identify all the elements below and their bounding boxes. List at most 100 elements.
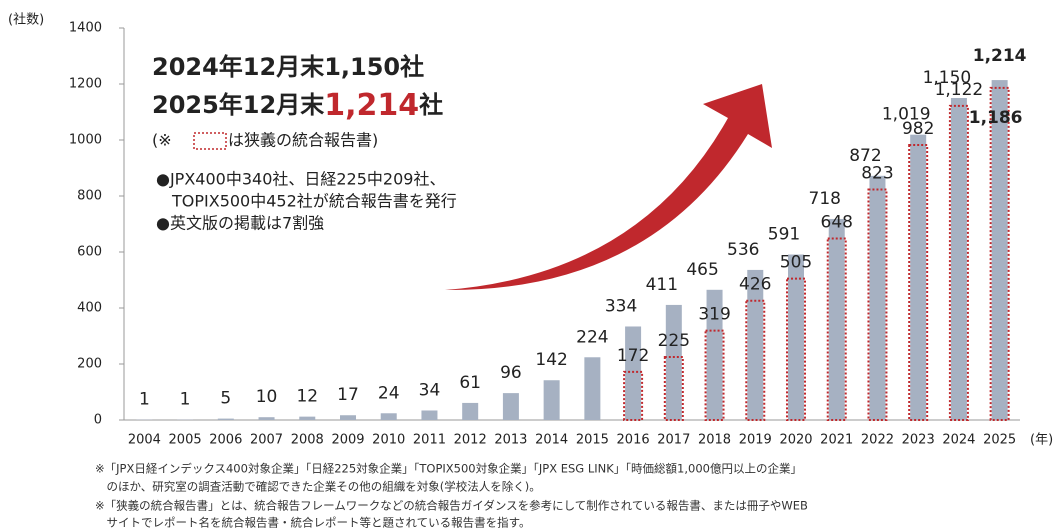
y-tick-label: 1000 — [69, 133, 102, 148]
value-label: 319 — [698, 305, 730, 325]
bar — [950, 98, 967, 420]
x-tick-label: 2006 — [209, 433, 242, 448]
bullet: TOPIX500中452社が統合報告書を発行 — [171, 192, 457, 211]
x-tick-label: 2023 — [902, 433, 935, 448]
bar — [380, 413, 397, 420]
footnote: ※「JPX日経インデックス400対象企業」「日経225対象企業」「TOPIX50… — [95, 462, 802, 476]
value-label: 872 — [849, 146, 881, 166]
value-label: 982 — [902, 119, 934, 139]
x-tick-label: 2010 — [372, 433, 405, 448]
value-label: 10 — [256, 387, 278, 407]
bar — [706, 289, 723, 420]
narrow-bar — [745, 299, 766, 421]
narrow-bar — [989, 86, 1010, 421]
bar — [584, 357, 601, 420]
value-label: 591 — [768, 225, 800, 245]
x-tick-label: 2007 — [250, 433, 283, 448]
x-tick-label: 2020 — [779, 433, 812, 448]
bullet: ●英文版の掲載は7割強 — [156, 214, 324, 233]
x-tick-label: 2018 — [698, 433, 731, 448]
legend-note: は狭義の統合報告書) — [228, 131, 378, 150]
x-tick-label: 2009 — [331, 433, 364, 448]
y-tick-label: 600 — [77, 245, 102, 260]
footnote: サイトでレポート名を統合報告書・統合レポート等と題されている報告書を指す。 — [95, 516, 531, 529]
value-label: 536 — [727, 240, 759, 260]
narrow-bar — [663, 356, 684, 421]
bar — [788, 254, 804, 420]
x-tick-label: 2008 — [291, 433, 324, 448]
x-tick-label: 2016 — [617, 433, 650, 448]
bar — [747, 269, 764, 420]
value-label: 1,019 — [882, 105, 931, 125]
x-tick-label: 2004 — [128, 433, 161, 448]
value-label: 426 — [739, 275, 771, 295]
bar — [462, 402, 479, 420]
value-label: 142 — [535, 350, 567, 370]
x-tick-label: 2022 — [861, 433, 894, 448]
x-tick-label: 2012 — [454, 433, 487, 448]
y-axis-label: (社数) — [8, 12, 44, 28]
value-label: 1 — [180, 390, 191, 410]
x-tick-label: 2011 — [413, 433, 446, 448]
annotation-text: 2025年12月末 — [152, 91, 325, 119]
narrow-bar — [948, 104, 969, 421]
value-label: 224 — [576, 327, 608, 347]
footnote: ※「狭義の統合報告書」とは、統合報告フレームワークなどの統合報告ガイダンスを参考… — [95, 499, 808, 513]
x-tick-label: 2014 — [535, 433, 568, 448]
narrow-bar — [786, 277, 806, 421]
x-tick-label: 2013 — [494, 433, 527, 448]
narrow-bar — [826, 237, 847, 421]
value-label: 12 — [296, 387, 318, 407]
value-label: 225 — [658, 331, 690, 351]
x-tick-label: 2017 — [657, 433, 690, 448]
bar — [543, 380, 560, 420]
narrow-bar — [623, 370, 644, 421]
footnote: のほか、研究室の調査活動で確認できた企業その他の組織を対象(学校法人を除く)。 — [95, 480, 541, 494]
bar — [421, 410, 438, 420]
value-label: 1,150 — [923, 68, 972, 88]
value-label: 648 — [821, 213, 853, 233]
value-label: 5 — [220, 389, 231, 409]
value-label: 96 — [500, 363, 522, 383]
value-label: 718 — [809, 189, 841, 209]
y-tick-label: 1400 — [69, 21, 102, 36]
bar — [665, 304, 682, 420]
annotation-highlight: 1,214 — [324, 88, 419, 123]
value-label: 34 — [419, 380, 441, 400]
value-label: 823 — [861, 164, 893, 184]
y-tick-label: 800 — [77, 189, 102, 204]
y-tick-label: 0 — [94, 413, 102, 428]
value-label: 1,214 — [973, 46, 1027, 66]
bullet: ●JPX400中340社、日経225中209社、 — [156, 170, 445, 189]
value-label: 411 — [646, 275, 678, 295]
bar — [991, 80, 1008, 420]
bar — [217, 418, 234, 420]
narrow-bar — [704, 329, 725, 421]
bar — [869, 175, 886, 420]
value-label: 1 — [139, 390, 150, 410]
bar — [910, 134, 927, 420]
value-label: 505 — [780, 253, 812, 273]
annotation-line2: 2025年12月末1,214社 — [152, 88, 443, 123]
bar — [828, 218, 845, 420]
value-label: 24 — [378, 383, 400, 403]
value-label: 1,122 — [935, 80, 984, 100]
value-label: 465 — [686, 260, 718, 280]
annotation-line1: 2024年12月末1,150社 — [152, 53, 424, 81]
narrow-bar — [867, 188, 888, 421]
bar — [340, 415, 356, 420]
x-tick-label: 2019 — [739, 433, 772, 448]
x-tick-label: 2025 — [983, 433, 1016, 448]
x-tick-label: 2024 — [942, 433, 975, 448]
value-label: 1,186 — [969, 108, 1023, 128]
legend-note: (※ — [152, 131, 172, 150]
bar — [625, 326, 642, 420]
y-tick-label: 200 — [77, 357, 102, 372]
legend-swatch — [193, 132, 227, 150]
x-tick-label: 2021 — [820, 433, 853, 448]
bar — [258, 417, 275, 420]
annotation-text: 社 — [419, 91, 443, 119]
narrow-bar — [908, 144, 929, 421]
value-label: 61 — [459, 373, 481, 393]
